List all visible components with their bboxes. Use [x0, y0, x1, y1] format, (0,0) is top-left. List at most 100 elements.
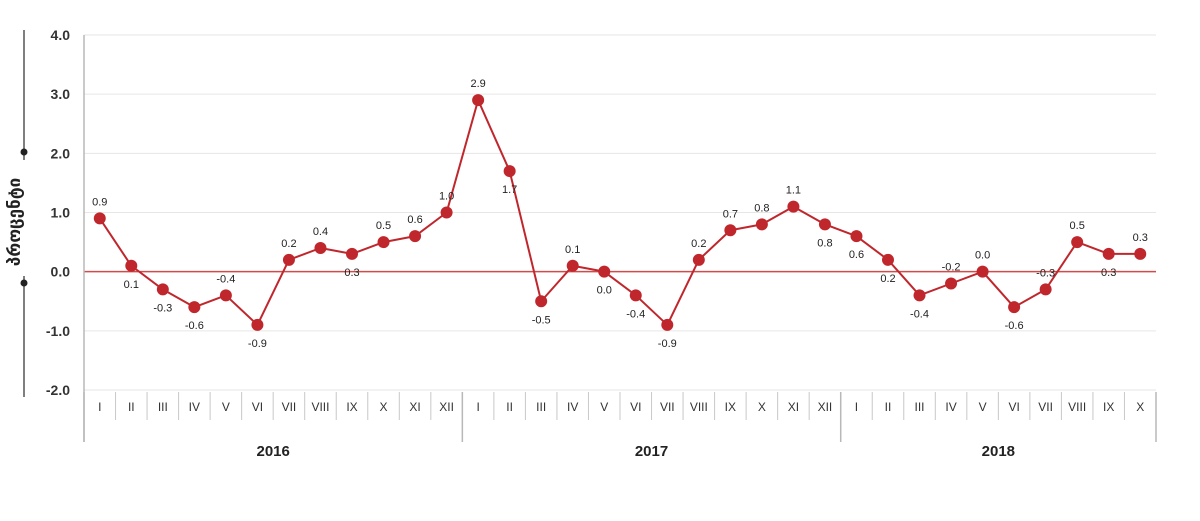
- data-label: 0.5: [1070, 220, 1085, 232]
- x-tick-label: I: [476, 400, 479, 414]
- x-tick-label: VIII: [1068, 400, 1086, 414]
- data-point: [913, 289, 926, 302]
- data-label: 0.1: [565, 244, 580, 256]
- x-tick-label: I: [855, 400, 858, 414]
- data-point: [1008, 301, 1021, 314]
- x-tick-label: III: [158, 400, 168, 414]
- year-label: 2016: [256, 443, 289, 460]
- data-label: 0.6: [849, 249, 864, 261]
- data-point: [755, 218, 768, 231]
- x-tick-label: XI: [409, 400, 420, 414]
- data-point: [93, 212, 106, 225]
- data-label: -0.5: [532, 314, 551, 326]
- data-label: -0.3: [1036, 267, 1055, 279]
- data-label: -0.4: [216, 273, 235, 285]
- x-tick-label: III: [536, 400, 546, 414]
- y-tick-label: 0.0: [51, 264, 71, 280]
- data-label: 0.1: [124, 279, 139, 291]
- x-tick-label: VI: [252, 400, 263, 414]
- data-point: [1134, 247, 1147, 260]
- data-point: [251, 318, 264, 331]
- x-tick-label: XII: [818, 400, 833, 414]
- data-point: [566, 259, 579, 272]
- y-tick-label: -1.0: [46, 323, 70, 339]
- data-label: -0.3: [153, 302, 172, 314]
- data-label: -0.2: [942, 262, 961, 274]
- x-tick-label: V: [222, 400, 230, 414]
- data-label: -0.6: [185, 320, 204, 332]
- data-label: 2.9: [470, 78, 485, 90]
- data-label: -0.4: [626, 308, 645, 320]
- data-point: [535, 295, 548, 308]
- x-tick-label: VII: [660, 400, 675, 414]
- x-tick-label: I: [98, 400, 101, 414]
- x-tick-label: XII: [439, 400, 454, 414]
- x-tick-label: V: [600, 400, 608, 414]
- data-label: -0.9: [658, 338, 677, 350]
- y-tick-label: 1.0: [51, 205, 71, 221]
- x-tick-label: X: [380, 400, 388, 414]
- data-point: [282, 253, 295, 266]
- data-point: [629, 289, 642, 302]
- data-label: -0.6: [1005, 320, 1024, 332]
- data-point: [125, 259, 138, 272]
- data-point: [314, 242, 327, 254]
- data-point: [472, 94, 485, 107]
- y-tick-label: 4.0: [51, 27, 71, 43]
- data-point: [440, 206, 453, 219]
- data-point: [1039, 283, 1052, 296]
- series-line: [98, 99, 1141, 326]
- x-tick-label: III: [915, 400, 925, 414]
- x-tick-label: VIII: [690, 400, 708, 414]
- data-point: [409, 230, 422, 243]
- data-label: -0.9: [248, 338, 267, 350]
- year-label: 2018: [982, 443, 1015, 460]
- data-label: -0.4: [910, 308, 929, 320]
- x-tick-label: VI: [1008, 400, 1019, 414]
- x-tick-label: VII: [1038, 400, 1053, 414]
- data-label: 0.2: [281, 238, 296, 250]
- data-label: 0.8: [817, 237, 832, 249]
- x-tick-label: II: [506, 400, 513, 414]
- data-label: 0.3: [1101, 267, 1116, 279]
- x-tick-label: VI: [630, 400, 641, 414]
- x-tick-label: IX: [725, 400, 736, 414]
- data-label: 0.2: [880, 273, 895, 285]
- x-tick-label: VIII: [311, 400, 329, 414]
- data-point: [156, 283, 169, 296]
- data-point: [661, 318, 674, 331]
- x-tick-label: IX: [1103, 400, 1114, 414]
- data-point: [850, 230, 863, 243]
- data-point: [503, 165, 516, 178]
- x-tick-label: V: [979, 400, 987, 414]
- year-label: 2017: [635, 443, 668, 460]
- data-label: 0.6: [407, 214, 422, 226]
- data-label: 0.7: [723, 208, 738, 220]
- y-label-dot: [20, 148, 28, 156]
- data-label: 1.1: [786, 185, 801, 197]
- data-point: [219, 289, 232, 302]
- data-point: [188, 301, 201, 314]
- data-point: [692, 253, 705, 266]
- x-tick-label: IV: [189, 400, 200, 414]
- x-tick-label: IX: [346, 400, 357, 414]
- data-label: 0.9: [92, 196, 107, 208]
- x-tick-label: XI: [788, 400, 799, 414]
- y-tick-label: 2.0: [51, 145, 71, 161]
- y-tick-label: 3.0: [51, 86, 71, 102]
- data-label: 0.3: [1133, 232, 1148, 244]
- y-axis-label: პროცენტი: [5, 178, 24, 266]
- x-tick-label: II: [885, 400, 892, 414]
- data-label: 0.0: [975, 250, 990, 262]
- data-label: 0.0: [597, 285, 612, 297]
- y-tick-label: -2.0: [46, 382, 70, 398]
- x-tick-label: II: [128, 400, 135, 414]
- data-label: 1.0: [439, 191, 454, 203]
- data-point: [787, 200, 800, 213]
- data-point: [598, 265, 611, 278]
- data-label: 0.4: [313, 226, 328, 238]
- data-point: [1102, 247, 1115, 260]
- x-tick-label: VII: [282, 400, 297, 414]
- x-tick-label: IV: [567, 400, 578, 414]
